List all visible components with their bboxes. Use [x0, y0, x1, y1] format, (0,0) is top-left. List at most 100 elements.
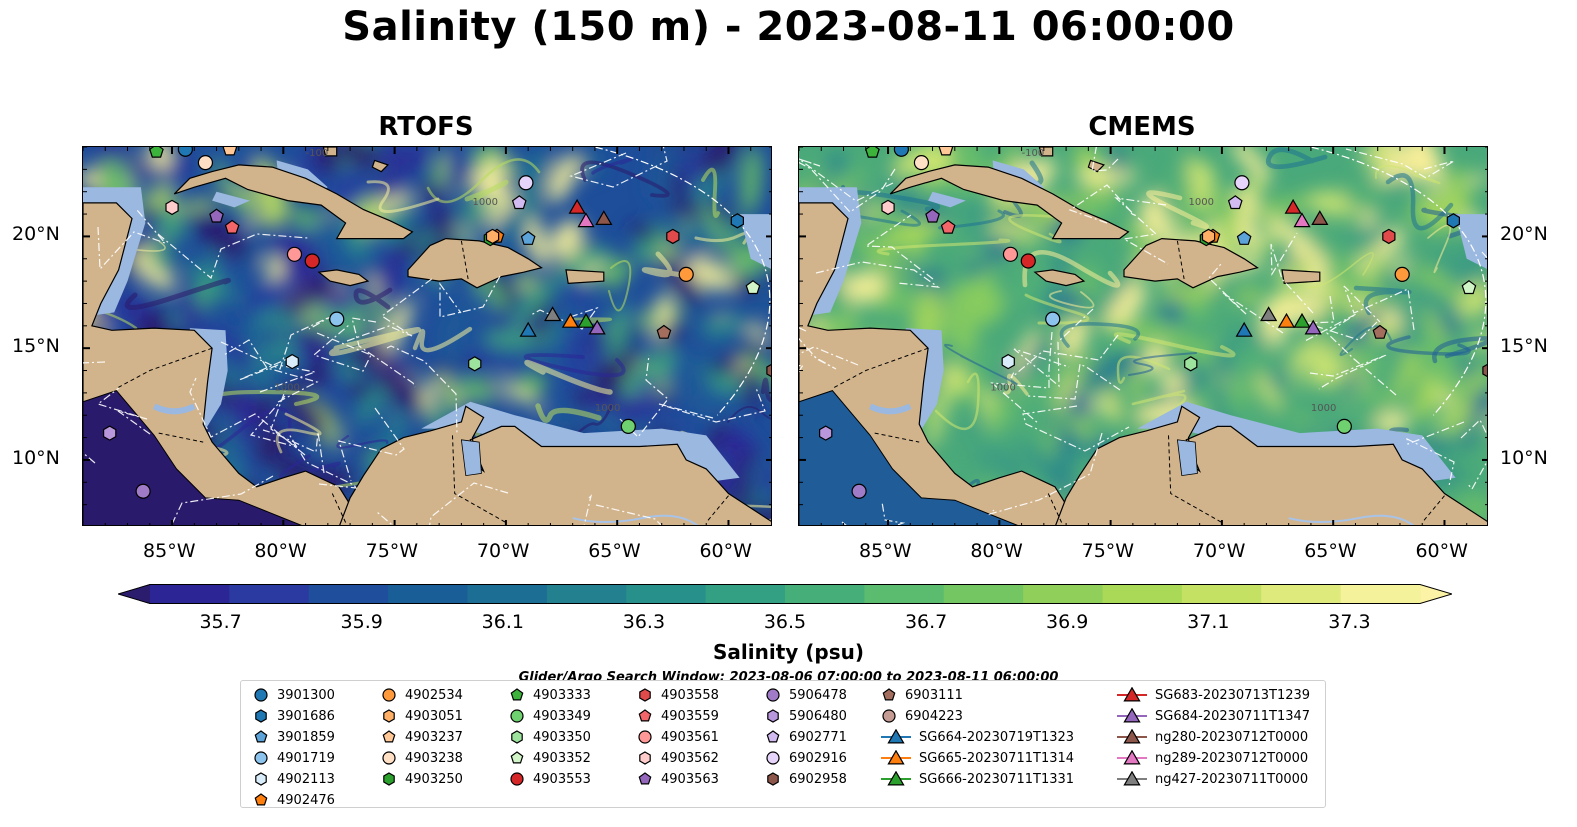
- legend-label: SG683-20230713T1239: [1155, 687, 1311, 703]
- legend-label: 3901686: [277, 708, 335, 724]
- frame-ticks: [799, 147, 1487, 525]
- station-marker-SG664-20230719T1323: [1235, 321, 1253, 337]
- colorbar-segment: [864, 584, 945, 604]
- station-marker-3901859: [520, 230, 536, 245]
- legend-item: SG666-20230711T1331: [881, 769, 1074, 789]
- legend-label: 4903352: [533, 750, 591, 766]
- station-marker-5906480: [103, 425, 117, 441]
- station-marker-ng427-20230711T0000: [1260, 306, 1278, 322]
- legend-item: 4903350: [509, 727, 591, 747]
- land-puertoRico: [565, 269, 605, 285]
- station-marker-SG665-20230711T1314: [561, 312, 580, 328]
- station-marker-6902958: [1482, 363, 1487, 378]
- station-marker-6902916: [518, 175, 534, 191]
- legend-marker-icon: [639, 751, 651, 765]
- station-marker-4903558: [666, 228, 680, 245]
- legend-marker-icon: [510, 751, 524, 764]
- legend-label: SG666-20230711T1331: [919, 771, 1075, 787]
- lat-tick-label-right: 10°N: [1500, 446, 1548, 469]
- legend-marker-icon: [511, 730, 523, 744]
- colorbar-svg: [118, 584, 1452, 604]
- station-marker-4902534: [678, 266, 694, 283]
- legend-marker-icon: [254, 730, 268, 743]
- station-marker-ng289-20230712T0000: [1293, 212, 1311, 228]
- station-marker-4901719: [1045, 311, 1061, 327]
- station-marker-ng427-20230711T0000: [544, 306, 562, 322]
- contour-label: 1000: [595, 403, 620, 414]
- colorbar-segment: [1340, 584, 1421, 604]
- station-marker-4903563: [209, 208, 224, 223]
- legend-marker-icon: [382, 688, 396, 702]
- river: [572, 514, 699, 525]
- legend-item: 4903051: [381, 706, 463, 726]
- lon-tick-label: 75°W: [365, 540, 419, 562]
- station-marker-ng289-20230712T0000: [577, 212, 595, 228]
- eez-arc: [1310, 147, 1487, 416]
- station-marker-4903559: [224, 219, 240, 234]
- legend-item: 4903559: [637, 706, 719, 726]
- lon-tick-label: 60°W: [1415, 540, 1468, 562]
- station-marker-5906478: [851, 483, 867, 499]
- lon-tick-label: 60°W: [699, 540, 752, 562]
- colorbar-segment: [1102, 584, 1183, 604]
- station-marker-4903559: [940, 219, 956, 234]
- colorbar-title: Salinity (psu): [712, 640, 864, 664]
- legend-label: 4903250: [405, 771, 463, 787]
- colorbar-outline: [118, 584, 1452, 604]
- station-marker-4902534: [1394, 266, 1410, 283]
- legend-item: 4903237: [381, 727, 463, 747]
- land-southAmerica: [1055, 405, 1487, 525]
- legend-label: ng427-20230711T0000: [1155, 771, 1309, 787]
- contour-labels: -100 1000 1000 1000: [274, 148, 620, 414]
- legend-item: 4902476: [253, 790, 335, 810]
- legend-marker-icon: [882, 688, 896, 701]
- legend-label: 6902958: [789, 771, 847, 787]
- station-marker-SG666-20230711T1331: [1293, 312, 1311, 328]
- legend-item: SG665-20230711T1314: [881, 748, 1074, 768]
- land-jamaica: [1033, 269, 1086, 287]
- station-marker-SG665-20230711T1314: [1277, 312, 1296, 328]
- station-marker-6902916: [1234, 175, 1250, 191]
- lat-tick-label-left: 10°N: [12, 446, 60, 469]
- colorbar-segment: [1261, 584, 1342, 604]
- contour-label: 1000: [1311, 403, 1336, 414]
- legend-label: SG684-20230711T1347: [1155, 708, 1311, 724]
- colorbar-segment: [626, 584, 707, 604]
- lat-tick-label-right: 15°N: [1500, 335, 1548, 358]
- legend-label: 4903553: [533, 771, 591, 787]
- legend-label: 5906478: [789, 687, 847, 703]
- legend-label: 4903559: [661, 708, 719, 724]
- contour-label: 1000: [473, 197, 498, 208]
- legend-label: ng280-20230712T0000: [1155, 729, 1309, 745]
- station-markers: [819, 147, 1487, 499]
- legend-item: 4903352: [509, 748, 591, 768]
- legend-label: SG665-20230711T1314: [919, 750, 1075, 766]
- colorbar-tick-label: 35.9: [340, 611, 383, 633]
- lon-tick-label: 75°W: [1081, 540, 1135, 562]
- legend-label: 4903558: [661, 687, 719, 703]
- legend-item: 4903561: [637, 727, 719, 747]
- station-marker-4903561: [1002, 246, 1019, 262]
- colorbar-segment: [308, 584, 389, 604]
- legend: 3901300 3901686 3901859 4901719 4902113 49024…: [240, 680, 1326, 808]
- station-marker-4903238: [197, 155, 214, 171]
- legend-marker-icon: [881, 771, 911, 786]
- legend-item: 6902771: [765, 727, 847, 747]
- colorbar-tick-label: 36.9: [1046, 611, 1089, 633]
- legend-marker-icon: [255, 709, 267, 723]
- station-marker-4903562: [881, 199, 895, 216]
- colorbar-segment: [943, 584, 1024, 604]
- lon-tick-label: 80°W: [970, 540, 1023, 562]
- colorbar-segment: [705, 584, 786, 604]
- station-marker-SG664-20230719T1323: [519, 321, 537, 337]
- legend-marker-icon: [767, 709, 779, 723]
- station-marker-4903563: [925, 208, 940, 223]
- legend-item: 6903111: [881, 685, 963, 705]
- country-borders: [116, 240, 729, 523]
- legend-label: 4903051: [405, 708, 463, 724]
- station-marker-4903349: [1336, 418, 1352, 435]
- legend-label: 3901859: [277, 729, 335, 745]
- legend-marker-icon: [254, 688, 268, 702]
- legend-label: ng289-20230712T0000: [1155, 750, 1309, 766]
- station-marker-3901686: [730, 213, 745, 229]
